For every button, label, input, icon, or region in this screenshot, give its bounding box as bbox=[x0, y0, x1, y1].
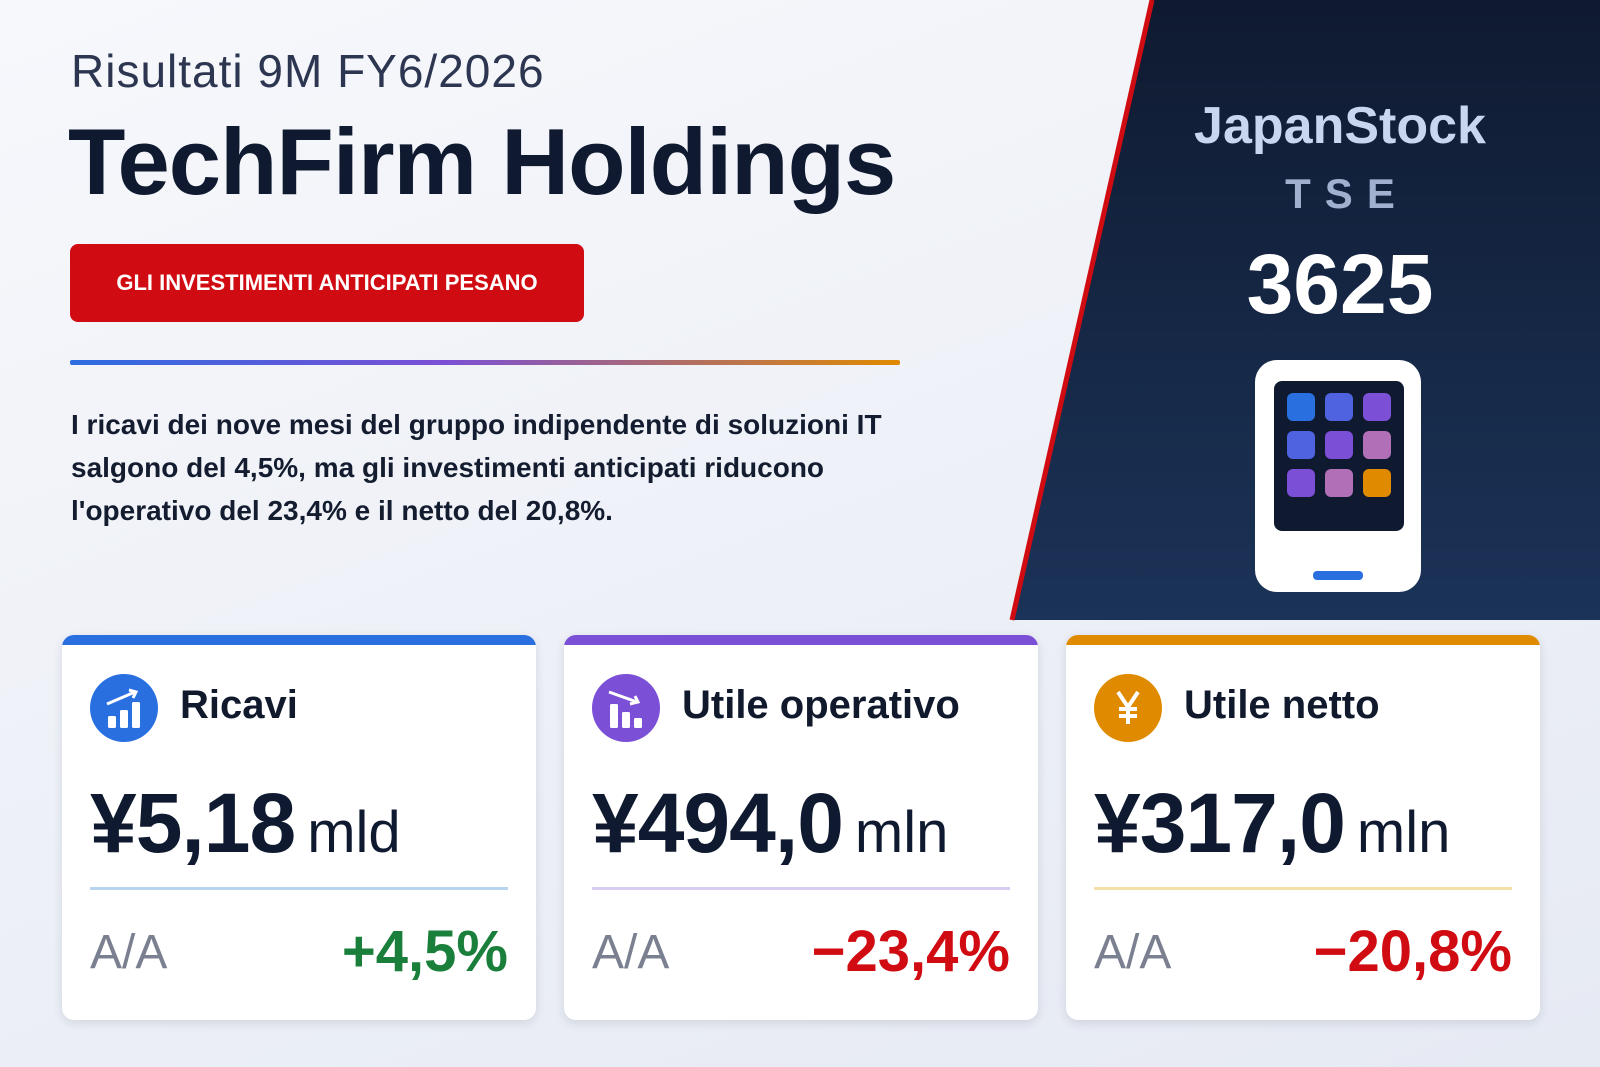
card-accent bbox=[1066, 635, 1540, 645]
stock-code: 3625 bbox=[1246, 237, 1434, 331]
divider bbox=[70, 360, 900, 365]
revenue-icon bbox=[90, 674, 158, 742]
change-label: A/A bbox=[1094, 926, 1172, 979]
card-unit: mld bbox=[307, 800, 401, 865]
ticker-panel bbox=[1012, 0, 1600, 620]
subtitle: Risultati 9M FY6/2026 bbox=[71, 45, 545, 97]
change-value: +4,5% bbox=[341, 919, 508, 984]
card-value: ¥494,0 bbox=[592, 776, 844, 870]
panel-edge bbox=[1009, 0, 1155, 621]
metric-card: Utile netto ¥317,0 mln A/A −20,8% bbox=[1066, 635, 1540, 1020]
title: TechFirm Holdings bbox=[68, 109, 896, 214]
card-separator bbox=[90, 887, 508, 890]
card-accent bbox=[62, 635, 536, 645]
exchange: TSE bbox=[1285, 170, 1409, 217]
metric-card: Utile operativo ¥494,0 mln A/A −23,4% bbox=[564, 635, 1038, 1020]
card-separator bbox=[592, 887, 1010, 890]
card-label: Utile netto bbox=[1184, 683, 1380, 727]
card-value: ¥5,18 bbox=[90, 776, 296, 870]
phone-icon bbox=[1255, 360, 1421, 592]
card-label: Ricavi bbox=[180, 683, 298, 727]
change-value: −20,8% bbox=[1313, 919, 1512, 984]
metric-card: Ricavi ¥5,18 mld A/A +4,5% bbox=[62, 635, 536, 1020]
yen-icon bbox=[1094, 674, 1162, 742]
summary: I ricavi dei nove mesi del gruppo indipe… bbox=[71, 409, 882, 526]
card-separator bbox=[1094, 887, 1512, 890]
change-label: A/A bbox=[592, 926, 670, 979]
card-label: Utile operativo bbox=[682, 683, 960, 727]
card-unit: mln bbox=[1356, 800, 1451, 865]
brand: JapanStock bbox=[1194, 97, 1486, 155]
change-label: A/A bbox=[90, 926, 168, 979]
change-value: −23,4% bbox=[811, 919, 1010, 984]
card-unit: mln bbox=[854, 800, 949, 865]
badge: GLI INVESTIMENTI ANTICIPATI PESANO bbox=[70, 244, 584, 322]
operating-icon bbox=[592, 674, 660, 742]
card-value: ¥317,0 bbox=[1094, 776, 1346, 870]
card-accent bbox=[564, 635, 1038, 645]
